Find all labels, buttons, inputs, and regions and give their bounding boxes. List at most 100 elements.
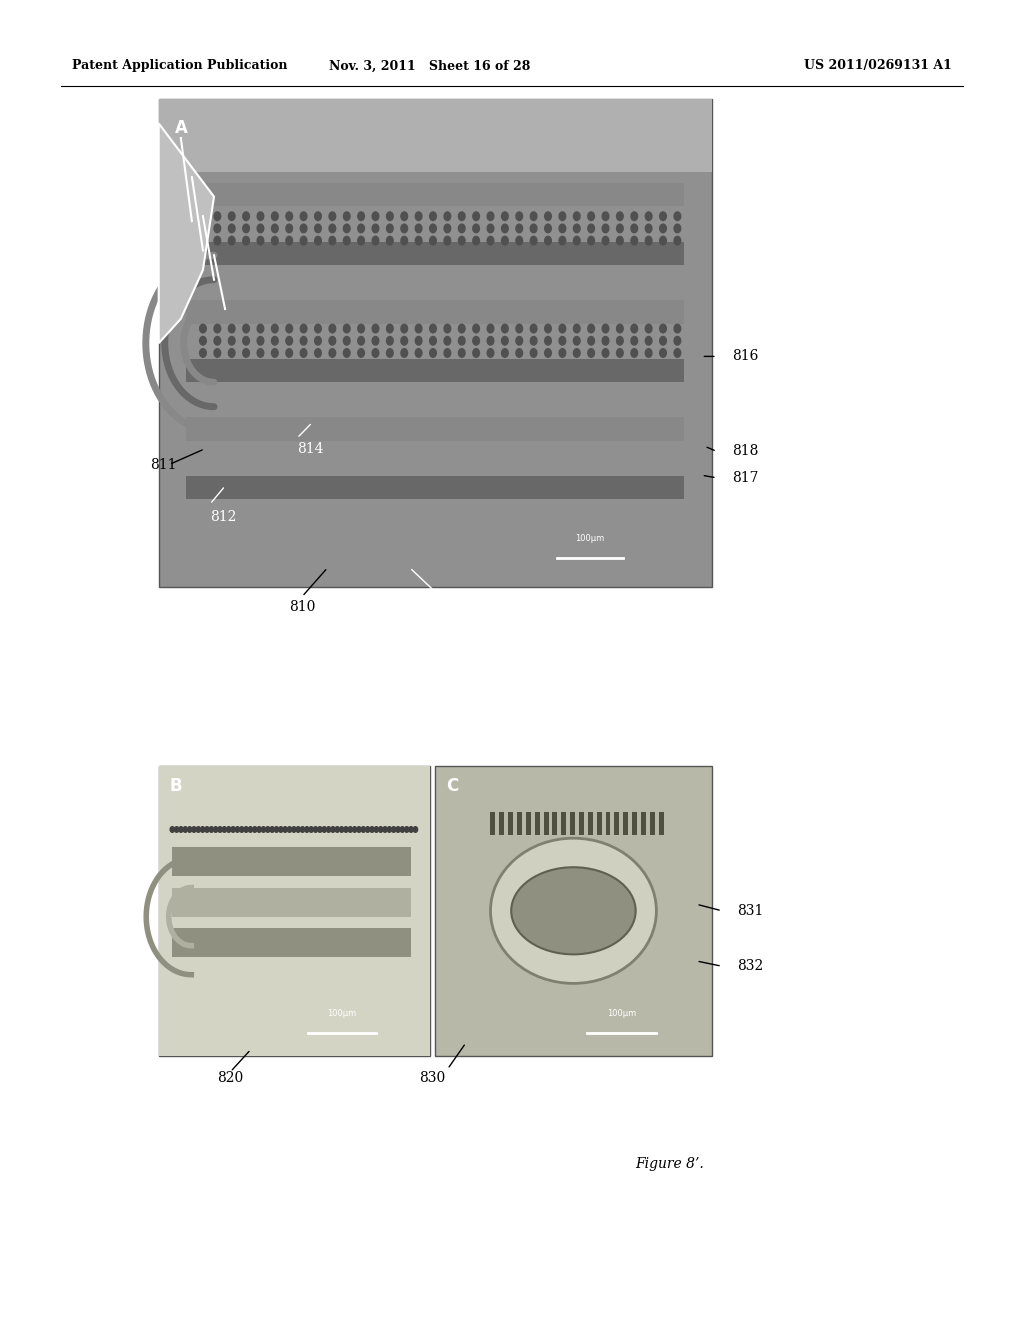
Circle shape <box>314 224 322 232</box>
Bar <box>159 766 430 1056</box>
Bar <box>658 812 664 836</box>
Circle shape <box>409 826 414 833</box>
Bar <box>186 242 684 265</box>
Circle shape <box>444 224 451 232</box>
Circle shape <box>530 224 537 232</box>
Circle shape <box>516 236 522 246</box>
Circle shape <box>366 826 370 833</box>
Circle shape <box>516 337 522 345</box>
Circle shape <box>372 348 379 358</box>
Circle shape <box>430 213 436 220</box>
Circle shape <box>286 337 293 345</box>
Text: US 2011/0269131 A1: US 2011/0269131 A1 <box>805 59 952 73</box>
Bar <box>186 300 684 323</box>
Circle shape <box>343 337 350 345</box>
Bar <box>561 812 566 836</box>
Circle shape <box>530 337 537 345</box>
Circle shape <box>386 224 393 232</box>
Circle shape <box>296 826 300 833</box>
Circle shape <box>416 213 422 220</box>
Bar <box>624 812 628 836</box>
Circle shape <box>271 213 279 220</box>
Circle shape <box>545 325 551 333</box>
Circle shape <box>309 826 313 833</box>
Circle shape <box>257 236 264 246</box>
Circle shape <box>386 337 393 345</box>
Circle shape <box>487 213 494 220</box>
Circle shape <box>416 224 422 232</box>
Circle shape <box>314 337 322 345</box>
Text: 816: 816 <box>732 350 759 363</box>
Circle shape <box>243 348 250 358</box>
Circle shape <box>329 348 336 358</box>
Text: 812: 812 <box>210 511 237 524</box>
Circle shape <box>344 826 348 833</box>
Circle shape <box>602 348 609 358</box>
Circle shape <box>545 236 551 246</box>
Circle shape <box>459 213 465 220</box>
Circle shape <box>631 213 638 220</box>
Circle shape <box>379 826 383 833</box>
Circle shape <box>374 826 379 833</box>
Circle shape <box>271 348 279 358</box>
Circle shape <box>404 826 409 833</box>
Circle shape <box>616 213 624 220</box>
Circle shape <box>286 348 293 358</box>
Circle shape <box>205 826 209 833</box>
Circle shape <box>530 213 537 220</box>
Circle shape <box>200 224 206 232</box>
Circle shape <box>473 325 479 333</box>
Text: 832: 832 <box>737 960 764 973</box>
Bar <box>186 183 684 206</box>
Circle shape <box>214 348 220 358</box>
Circle shape <box>305 826 309 833</box>
Circle shape <box>271 337 279 345</box>
Circle shape <box>588 213 595 220</box>
Bar <box>632 812 637 836</box>
Circle shape <box>616 224 624 232</box>
Circle shape <box>200 337 206 345</box>
Circle shape <box>179 826 183 833</box>
Circle shape <box>372 213 379 220</box>
Circle shape <box>659 337 667 345</box>
Circle shape <box>261 826 265 833</box>
Circle shape <box>616 348 624 358</box>
Circle shape <box>228 213 236 220</box>
Circle shape <box>248 826 253 833</box>
Circle shape <box>286 224 293 232</box>
Circle shape <box>218 826 222 833</box>
Circle shape <box>240 826 244 833</box>
Circle shape <box>400 826 404 833</box>
Circle shape <box>588 236 595 246</box>
Circle shape <box>170 826 174 833</box>
Circle shape <box>271 325 279 333</box>
Circle shape <box>214 325 220 333</box>
Circle shape <box>602 325 609 333</box>
Circle shape <box>214 236 220 246</box>
Circle shape <box>573 213 580 220</box>
Circle shape <box>214 213 220 220</box>
Circle shape <box>228 348 236 358</box>
Circle shape <box>271 224 279 232</box>
Circle shape <box>226 826 230 833</box>
Circle shape <box>313 826 317 833</box>
Circle shape <box>573 337 580 345</box>
Bar <box>490 812 496 836</box>
Circle shape <box>631 224 638 232</box>
Bar <box>172 887 411 916</box>
Circle shape <box>416 236 422 246</box>
Circle shape <box>502 337 508 345</box>
Circle shape <box>616 236 624 246</box>
Circle shape <box>335 826 339 833</box>
Circle shape <box>487 224 494 232</box>
Bar <box>186 417 684 441</box>
Circle shape <box>473 337 479 345</box>
Text: 100μm: 100μm <box>607 1010 637 1018</box>
Circle shape <box>257 325 264 333</box>
Circle shape <box>645 325 652 333</box>
Circle shape <box>401 337 408 345</box>
Circle shape <box>444 236 451 246</box>
Circle shape <box>396 826 400 833</box>
Bar <box>588 812 593 836</box>
Circle shape <box>357 337 365 345</box>
